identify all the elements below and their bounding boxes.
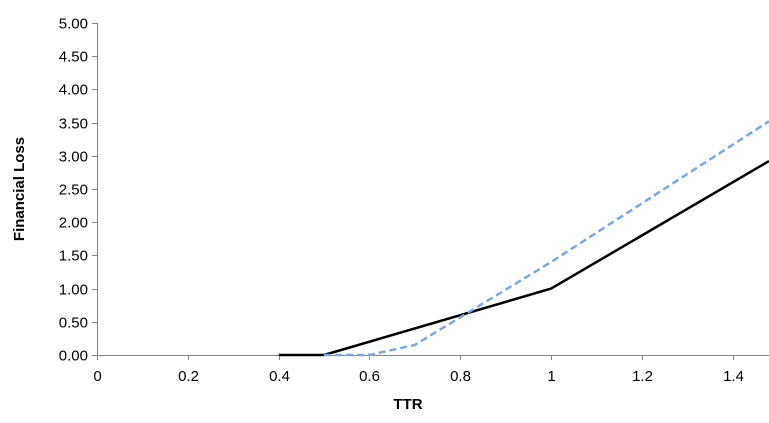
x-tick-label: 0.4 — [269, 368, 290, 385]
y-tick-label: 4.50 — [59, 49, 88, 66]
series-dashed — [324, 120, 769, 357]
series-solid — [278, 160, 769, 357]
y-axis-title: Financial Loss — [11, 137, 28, 241]
x-tick-label: 0.8 — [450, 368, 471, 385]
x-tick-label: 1.2 — [632, 368, 653, 385]
y-tick-label: 2.50 — [59, 182, 88, 199]
y-tick-label: 1.50 — [59, 248, 88, 265]
y-tick-label: 3.00 — [59, 149, 88, 166]
x-tick-label: 0.2 — [178, 368, 199, 385]
x-tick-label: 0.6 — [359, 368, 380, 385]
y-tick-label: 5.00 — [59, 16, 88, 33]
series-line-solid — [278, 160, 769, 357]
x-tick-label: 1.4 — [723, 368, 744, 385]
y-tick-label: 0.00 — [59, 348, 88, 365]
x-axis-ticks: 0 0.2 0.4 0.6 0.8 1 1.2 1.4 — [93, 355, 744, 385]
y-axis-ticks: 0.00 0.50 1.00 1.50 2.00 2.50 3.00 3.50 4.00 4.50… — [59, 16, 97, 365]
y-tick-label: 1.00 — [59, 282, 88, 299]
y-tick-label: 3.50 — [59, 116, 88, 133]
series-line-dashed — [324, 120, 769, 357]
series-layer — [278, 120, 769, 357]
y-tick-label: 0.50 — [59, 315, 88, 332]
x-tick-label: 0 — [93, 368, 101, 385]
x-axis-title: TTR — [393, 396, 422, 413]
y-tick-label: 2.00 — [59, 215, 88, 232]
y-tick-label: 4.00 — [59, 82, 88, 99]
x-tick-label: 1 — [547, 368, 555, 385]
